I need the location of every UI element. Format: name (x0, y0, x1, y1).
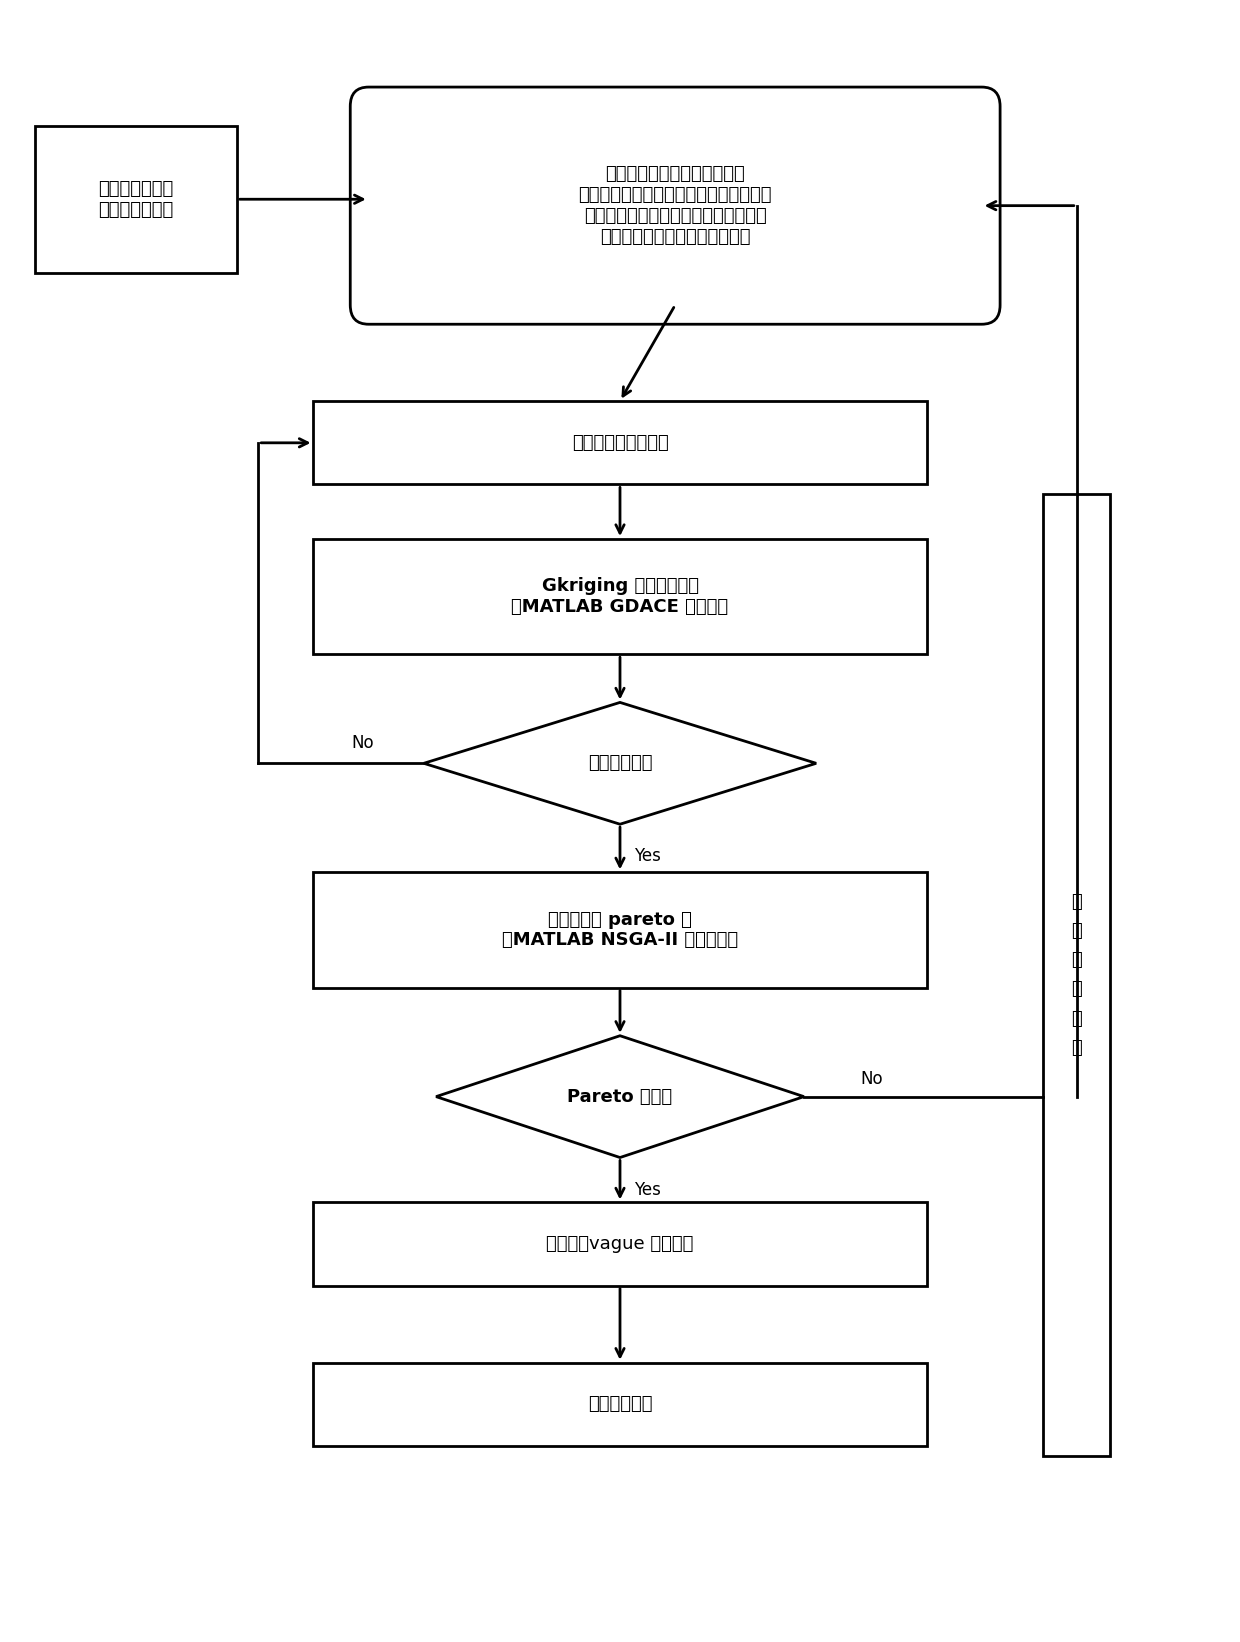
Bar (314, 1363, 926, 1447)
Text: 多目标函数 pareto 解
（MATLAB NSGA-II 遗传算法）: 多目标函数 pareto 解 （MATLAB NSGA-II 遗传算法） (502, 911, 738, 949)
Text: 检
验
边
界
条
件: 检 验 边 界 条 件 (1071, 893, 1083, 1057)
Text: 最优解（vague 集决策）: 最优解（vague 集决策） (547, 1235, 693, 1253)
Text: No: No (861, 1069, 883, 1087)
Text: Gkriging 数学模型拟合
（MATLAB GDACE 工具箱）: Gkriging 数学模型拟合 （MATLAB GDACE 工具箱） (511, 578, 729, 616)
FancyBboxPatch shape (350, 87, 1001, 323)
Bar (314, 872, 926, 987)
Bar (314, 1202, 926, 1286)
Text: Pareto 解筛选: Pareto 解筛选 (568, 1087, 672, 1105)
Bar (314, 401, 926, 484)
Text: Yes: Yes (634, 1181, 661, 1199)
Text: 正交试验筛选主
要注塑工艺参数: 正交试验筛选主 要注塑工艺参数 (98, 181, 174, 218)
Text: No: No (351, 734, 373, 752)
Text: 确定目标函数和注塑参数变量
（目标函数包括：制品质量、生产成本、
生产效率；注塑参数变量包括：分流道
截面尺寸参数和注塑工艺参数）: 确定目标函数和注塑参数变量 （目标函数包括：制品质量、生产成本、 生产效率；注塑… (578, 166, 773, 246)
Text: Yes: Yes (634, 847, 661, 865)
Polygon shape (436, 1036, 804, 1158)
Bar (314, 539, 926, 655)
Polygon shape (424, 703, 816, 824)
Text: 优化方案验证: 优化方案验证 (588, 1396, 652, 1414)
Text: 模型精度检验: 模型精度检验 (588, 754, 652, 772)
Bar (1043, 494, 1111, 1455)
Text: 拉丁超立方试验设计: 拉丁超立方试验设计 (572, 433, 668, 452)
Bar (35, 125, 237, 273)
